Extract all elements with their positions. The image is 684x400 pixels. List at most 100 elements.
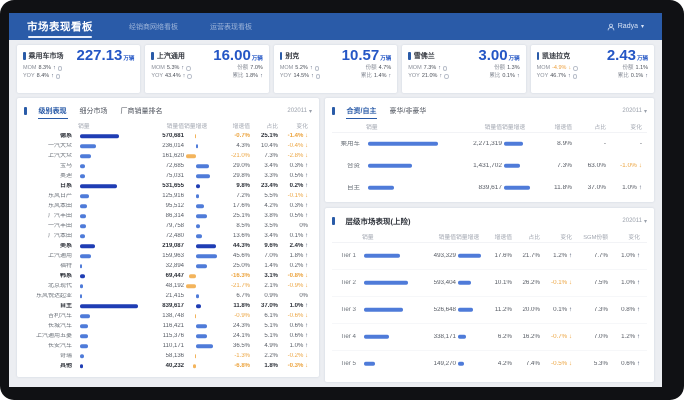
table-row[interactable]: 吉利汽车 138,748 -0.9% 6.1% -0.6% ↓ [24,311,312,321]
nav-operation-board[interactable]: 运营表现看板 [210,23,252,31]
table-row[interactable]: 自主 839,617 11.8% 37.0% 1.0% ↑ [332,177,647,199]
app-title-tab[interactable]: 市场表现看板 [27,13,93,40]
row-label: 韩系 [59,273,72,279]
metric-label: YOY [279,72,292,79]
kpi-unit: 万辆 [123,56,135,62]
table-row[interactable]: 韩系 69,447 -16.3% 3.1% -0.8% ↓ [24,271,312,281]
jv-tab-1[interactable]: 豪华/非豪华 [389,108,427,115]
table-row[interactable]: Tier 3 526,648 11.2% 20.0% 0.1% ↑ 7.3% 0.8% ↑ [332,297,647,324]
table-row[interactable]: 上汽大众 161,620 -21.0% 7.3% -2.8% ↓ [24,151,312,161]
kpi-card-3[interactable]: 雪佛兰 3.00万辆 MOM 7.3% ↑ 份额 1.3% YOY 21.0% ↑ 累比 0.1% ↑ [402,45,526,93]
sales-value: 86,314 [165,213,184,219]
kpi-card-4[interactable]: 凯迪拉克 2.43万辆 MOM -4.9% ↓ 份额 1.1% YOY 46.7% ↑ 累比 0.1%… [530,45,655,93]
segment-tab-2[interactable]: 厂商销量排名 [120,108,163,115]
table-row[interactable]: 奥迪 75,031 29.8% 3.3% 0.5% ↑ [24,171,312,181]
growth-value: 29.8% [232,173,250,179]
table-row[interactable]: 广汽本田 72,480 13.6% 3.4% 0.1% ↑ [24,231,312,241]
bar [80,164,86,168]
share-value: 3.8% [264,213,278,219]
column-header: 增速值 [232,124,250,130]
bar [194,314,196,318]
row-label: 上汽通用五菱 [35,333,72,339]
metric-label: MOM [151,64,165,71]
table-row[interactable]: 德系 570,681 -0.7% 25.1% -1.4% ↓ [24,131,312,141]
info-icon[interactable] [572,74,578,79]
share-value: 2.1% [264,283,278,289]
share-value: 0.9% [264,293,278,299]
kpi-card-2[interactable]: 别克 10.57万辆 MOM 5.2% ↑ 份额 4.7% YOY 14.5% ↑ 累比 1.4% ↑ [273,45,398,93]
info-icon[interactable] [444,74,449,79]
segment-tab-0[interactable]: 级别表现 [37,104,68,119]
up-arrow-icon: ↑ [305,233,308,239]
column-header: 占比 [528,234,540,241]
up-arrow-icon: ↑ [305,243,308,249]
share-value: 25.1% [260,133,278,139]
table-row[interactable]: 上汽通用五菱 115,376 24.1% 5.1% 0.6% ↑ [24,331,312,341]
share-value: 4.2% [264,203,278,209]
table-row[interactable]: 奇瑞 58,136 -1.3% 2.2% -0.2% ↓ [24,351,312,361]
sgm-share-value: 7.0% [593,333,608,340]
down-arrow-icon: ↓ [568,279,572,286]
date-selector[interactable]: 202011 ▾ [287,108,312,115]
table-row[interactable]: 广汽丰田 86,314 25.1% 3.8% 0.5% ↑ [24,211,312,221]
sales-value: 593,404 [433,279,456,286]
table-row[interactable]: 一汽大众 236,014 4.3% 10.4% -0.4% ↓ [24,141,312,151]
table-row[interactable]: 日系 531,655 9.8% 23.4% 0.2% ↑ [24,181,312,191]
sales-value: 21,415 [165,293,184,299]
info-icon[interactable] [315,74,321,79]
table-row[interactable]: 北京现代 48,192 -21.7% 2.1% -0.9% ↓ [24,281,312,291]
table-row[interactable]: 东风悦达起亚 21,415 6.7% 0.9% 0% [24,291,312,301]
kpi-card-0[interactable]: 乘用车市场 227.13万辆 MOM 8.3% ↑ YOY 8.4% ↑ [17,45,141,93]
table-row[interactable]: 自主 839,617 11.8% 37.0% 1.0% ↑ [24,301,312,311]
info-icon[interactable] [186,66,191,71]
table-row[interactable]: 宝马 72,685 29.0% 3.4% 0.3% ↑ [24,161,312,171]
table-row[interactable]: 一汽丰田 79,758 8.5% 3.5% 0% [24,221,312,231]
table-row[interactable]: 东风本田 95,512 17.6% 4.2% 0.3% ↑ [24,201,312,211]
info-icon[interactable] [314,66,320,71]
growth-bar [456,253,484,259]
info-icon[interactable] [187,74,192,79]
jv-tab-0[interactable]: 合资/自主 [345,104,378,119]
kpi-card-1[interactable]: 上汽通用 16.00万辆 MOM 5.3% ↑ 份额 7.0% YOY 43.4% ↑ 累比 1.8%… [145,45,269,93]
growth-value: 11.2% [494,306,512,313]
change-value: -0.6% ↓ [287,313,308,319]
table-row[interactable]: 乘用车 2,271,319 8.9% - - [332,133,647,155]
metric-label: MOM [536,64,551,71]
row-label: 自主 [59,303,72,309]
bar [80,314,90,318]
column-header: SGM份额 [583,234,608,241]
down-arrow-icon: ↓ [305,363,308,369]
growth-bar [184,263,220,269]
table-row[interactable]: 长安汽车 110,171 36.5% 4.9% 1.0% ↑ [24,341,312,351]
info-icon[interactable] [57,66,63,71]
table-row[interactable]: 美系 219,087 44.3% 9.6% 2.4% ↑ [24,241,312,251]
info-icon[interactable] [55,74,61,79]
nav-dealer-network-board[interactable]: 经销商网络看板 [129,23,178,31]
date-selector[interactable]: 202011 ▾ [622,218,647,225]
table-row[interactable]: 其他 40,232 -6.8% 1.8% -0.3% ↓ [24,361,312,371]
table-row[interactable]: 长城汽车 116,421 24.3% 5.1% 0.6% ↑ [24,321,312,331]
down-arrow-icon: ↓ [305,283,308,289]
row-label: 一汽大众 [47,143,72,149]
sales-value: 79,758 [165,223,184,229]
up-arrow-icon: ↑ [53,64,56,71]
table-row[interactable]: 合资 1,431,702 7.3% 63.0% -1.0% ↓ [332,155,647,177]
info-icon[interactable] [573,66,578,71]
growth-bar [456,307,484,313]
info-icon[interactable] [442,66,448,71]
table-row[interactable]: Tier 5 149,270 4.2% 7.4% -0.5% ↓ 5.3% 0.6% ↑ [332,351,647,377]
table-row[interactable]: 东风日产 125,916 7.2% 5.5% -0.1% ↓ [24,191,312,201]
up-arrow-icon: ↑ [305,303,308,309]
table-row[interactable]: Tier 1 493,329 17.6% 21.7% 1.2% ↑ 7.7% 1.0% ↑ [332,243,647,270]
table-row[interactable]: 福特 32,894 25.0% 1.4% 0.2% ↑ [24,261,312,271]
user-menu[interactable]: Radya ▾ [607,23,644,31]
tier-market-panel: 层级市场表现(上险) 202011 ▾ 销量 销量值 销量增速 增速值 占比 变化 SGM份额 变… [325,208,654,382]
table-row[interactable]: 上汽通用 159,963 45.6% 7.0% 1.8% ↑ [24,251,312,261]
sales-value: 72,685 [165,163,184,169]
growth-bar [502,141,542,147]
segment-tab-1[interactable]: 细分市场 [79,108,108,115]
table-row[interactable]: Tier 4 338,171 6.2% 16.2% -0.7% ↓ 7.0% 1.2% ↑ [332,324,647,351]
table-row[interactable]: Tier 2 593,404 10.1% 26.2% -0.1% ↓ 7.5% 1.0% ↑ [332,270,647,297]
date-selector[interactable]: 202011 ▾ [622,108,647,115]
